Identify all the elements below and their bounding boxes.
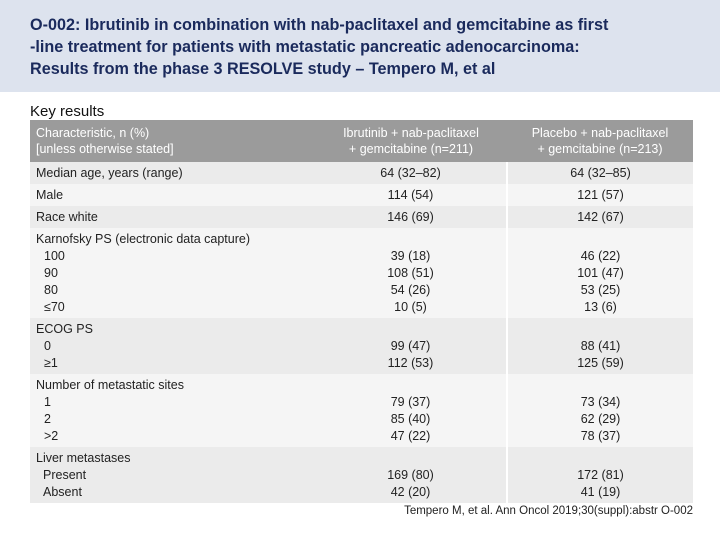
- placebo-value: 53 (25): [580, 282, 621, 297]
- table-row: Male 114 (54) 121 (57): [30, 184, 693, 206]
- table-row: Number of metastatic sites 1 2 >2 79 (37…: [30, 374, 693, 447]
- row-label: Race white: [30, 206, 315, 228]
- title-line: O-002: Ibrutinib in combination with nab…: [30, 16, 609, 34]
- row-sublabel: ≤70: [44, 299, 65, 314]
- placebo-value: 13 (6): [584, 299, 617, 314]
- ibrutinib-values: 169 (80) 42 (20): [315, 447, 508, 503]
- ibrutinib-values: 99 (47) 112 (53): [315, 318, 508, 374]
- ibrutinib-value: 42 (20): [390, 484, 431, 499]
- row-sublabel: 100: [44, 248, 65, 263]
- ibrutinib-value: 10 (5): [394, 299, 427, 314]
- title-line: -line treatment for patients with metast…: [30, 38, 580, 56]
- row-label: ECOG PS: [36, 321, 93, 336]
- placebo-value: 125 (59): [577, 355, 624, 370]
- ibrutinib-value: 146 (69): [315, 206, 508, 228]
- row-sublabel: 2: [44, 411, 51, 426]
- row-label-group: Liver metastases Present Absent: [30, 447, 315, 503]
- row-label-group: ECOG PS 0 ≥1: [30, 318, 315, 374]
- header-text: [unless otherwise stated]: [36, 142, 174, 156]
- placebo-value: 73 (34): [580, 394, 621, 409]
- header-placebo: Placebo + nab-paclitaxel + gemcitabine (…: [507, 120, 693, 162]
- row-sublabel: ≥1: [44, 355, 58, 370]
- title-banner: O-002: Ibrutinib in combination with nab…: [0, 0, 720, 92]
- placebo-value: 78 (37): [580, 428, 621, 443]
- ibrutinib-value: 114 (54): [315, 184, 508, 206]
- row-sublabel: 1: [44, 394, 51, 409]
- citation-footnote: Tempero M, et al. Ann Oncol 2019;30(supp…: [404, 505, 693, 517]
- ibrutinib-value: 108 (51): [387, 265, 434, 280]
- ibrutinib-value: 112 (53): [387, 355, 434, 370]
- table-row: ECOG PS 0 ≥1 99 (47) 112 (53) 88 (41) 12…: [30, 318, 693, 374]
- row-sublabel: >2: [44, 428, 59, 443]
- placebo-values: 172 (81) 41 (19): [507, 447, 693, 503]
- ibrutinib-value: 39 (18): [390, 248, 431, 263]
- row-label: Number of metastatic sites: [36, 377, 184, 392]
- header-ibrutinib: Ibrutinib + nab-paclitaxel + gemcitabine…: [315, 120, 507, 162]
- table-row: Karnofsky PS (electronic data capture) 1…: [30, 228, 693, 318]
- table-row: Race white 146 (69) 142 (67): [30, 206, 693, 228]
- row-sublabel: Present: [43, 467, 87, 482]
- header-text: Ibrutinib + nab-paclitaxel: [343, 126, 479, 140]
- ibrutinib-value: 64 (32–82): [315, 162, 508, 184]
- table-header-row: Characteristic, n (%) [unless otherwise …: [30, 120, 693, 162]
- ibrutinib-value: 99 (47): [390, 338, 431, 353]
- ibrutinib-value: 47 (22): [390, 428, 431, 443]
- row-label-group: Karnofsky PS (electronic data capture) 1…: [30, 228, 315, 318]
- row-sublabel: 0: [44, 338, 51, 353]
- ibrutinib-value: 85 (40): [390, 411, 431, 426]
- placebo-value: 101 (47): [577, 265, 624, 280]
- title-line: Results from the phase 3 RESOLVE study –…: [30, 60, 496, 78]
- row-sublabel: 80: [44, 282, 58, 297]
- slide-title: O-002: Ibrutinib in combination with nab…: [30, 14, 710, 80]
- row-label: Male: [30, 184, 315, 206]
- row-label: Liver metastases: [36, 450, 131, 465]
- placebo-values: 46 (22) 101 (47) 53 (25) 13 (6): [507, 228, 693, 318]
- ibrutinib-value: 79 (37): [390, 394, 431, 409]
- header-text: + gemcitabine (n=213): [537, 142, 663, 156]
- row-label: Karnofsky PS (electronic data capture): [36, 231, 250, 246]
- results-table: Characteristic, n (%) [unless otherwise …: [30, 120, 693, 503]
- header-text: Placebo + nab-paclitaxel: [531, 126, 669, 140]
- row-sublabel: Absent: [43, 484, 82, 499]
- placebo-value: 64 (32–85): [507, 162, 693, 184]
- ibrutinib-values: 79 (37) 85 (40) 47 (22): [315, 374, 508, 447]
- section-label: Key results: [30, 103, 105, 120]
- header-text: + gemcitabine (n=211): [348, 142, 474, 156]
- placebo-values: 88 (41) 125 (59): [507, 318, 693, 374]
- row-label: Median age, years (range): [30, 162, 315, 184]
- header-text: Characteristic, n (%): [36, 126, 150, 140]
- placebo-value: 62 (29): [580, 411, 621, 426]
- table-row: Median age, years (range) 64 (32–82) 64 …: [30, 162, 693, 184]
- ibrutinib-value: 169 (80): [387, 467, 434, 482]
- placebo-value: 172 (81): [577, 467, 624, 482]
- placebo-value: 142 (67): [507, 206, 693, 228]
- placebo-value: 121 (57): [507, 184, 693, 206]
- placebo-value: 88 (41): [580, 338, 621, 353]
- placebo-values: 73 (34) 62 (29) 78 (37): [507, 374, 693, 447]
- ibrutinib-value: 54 (26): [390, 282, 431, 297]
- placebo-value: 46 (22): [580, 248, 621, 263]
- header-characteristic: Characteristic, n (%) [unless otherwise …: [30, 120, 315, 162]
- row-sublabel: 90: [44, 265, 58, 280]
- placebo-value: 41 (19): [580, 484, 621, 499]
- row-label-group: Number of metastatic sites 1 2 >2: [30, 374, 315, 447]
- table-row: Liver metastases Present Absent 169 (80)…: [30, 447, 693, 503]
- ibrutinib-values: 39 (18) 108 (51) 54 (26) 10 (5): [315, 228, 508, 318]
